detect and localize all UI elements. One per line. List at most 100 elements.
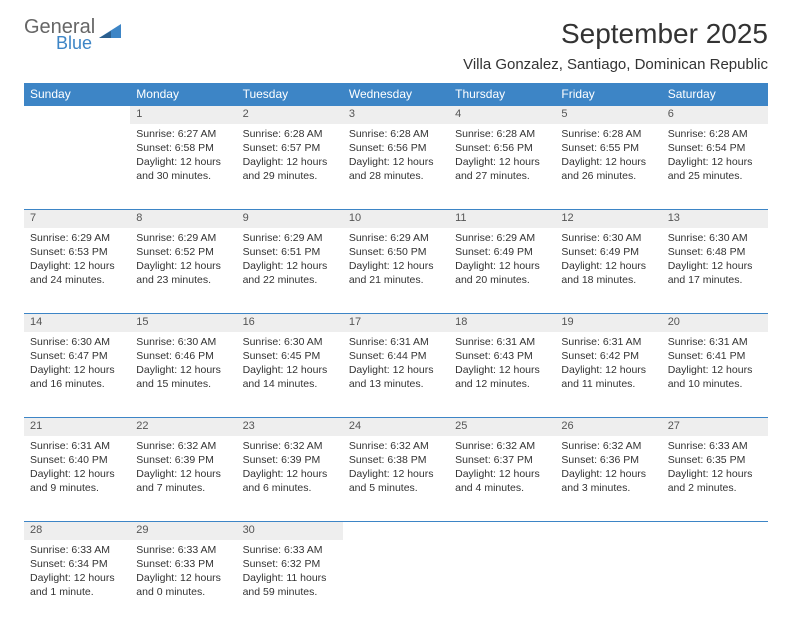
daylight-text: Daylight: 12 hours and 3 minutes. [561, 467, 655, 495]
day-detail-row: Sunrise: 6:31 AMSunset: 6:40 PMDaylight:… [24, 436, 768, 522]
day-detail-cell: Sunrise: 6:31 AMSunset: 6:41 PMDaylight:… [662, 332, 768, 418]
day-detail-cell: Sunrise: 6:32 AMSunset: 6:39 PMDaylight:… [237, 436, 343, 522]
day-detail-cell [555, 540, 661, 626]
day-detail-cell: Sunrise: 6:27 AMSunset: 6:58 PMDaylight:… [130, 124, 236, 210]
sunset-text: Sunset: 6:32 PM [243, 557, 337, 571]
calendar-table: Sunday Monday Tuesday Wednesday Thursday… [24, 83, 768, 626]
daylight-text: Daylight: 12 hours and 12 minutes. [455, 363, 549, 391]
day-number: 25 [449, 418, 555, 434]
daylight-text: Daylight: 12 hours and 30 minutes. [136, 155, 230, 183]
day-number: 13 [662, 210, 768, 226]
day-number-cell: 5 [555, 106, 661, 124]
brand-logo: General Blue [24, 18, 123, 52]
sunrise-text: Sunrise: 6:28 AM [349, 127, 443, 141]
day-number: 23 [237, 418, 343, 434]
day-number-cell: 23 [237, 418, 343, 436]
daylight-text: Daylight: 12 hours and 7 minutes. [136, 467, 230, 495]
sunrise-text: Sunrise: 6:28 AM [668, 127, 762, 141]
sunset-text: Sunset: 6:44 PM [349, 349, 443, 363]
day-detail-cell: Sunrise: 6:31 AMSunset: 6:40 PMDaylight:… [24, 436, 130, 522]
sunrise-text: Sunrise: 6:32 AM [243, 439, 337, 453]
sunrise-text: Sunrise: 6:33 AM [243, 543, 337, 557]
day-detail-cell: Sunrise: 6:30 AMSunset: 6:45 PMDaylight:… [237, 332, 343, 418]
sunset-text: Sunset: 6:54 PM [668, 141, 762, 155]
brand-line2: Blue [56, 35, 95, 52]
sunrise-text: Sunrise: 6:32 AM [455, 439, 549, 453]
sunrise-text: Sunrise: 6:32 AM [349, 439, 443, 453]
day-number-cell [662, 522, 768, 540]
daylight-text: Daylight: 12 hours and 15 minutes. [136, 363, 230, 391]
daylight-text: Daylight: 12 hours and 16 minutes. [30, 363, 124, 391]
day-detail-cell: Sunrise: 6:30 AMSunset: 6:49 PMDaylight:… [555, 228, 661, 314]
day-detail-cell: Sunrise: 6:31 AMSunset: 6:43 PMDaylight:… [449, 332, 555, 418]
daylight-text: Daylight: 12 hours and 0 minutes. [136, 571, 230, 599]
day-number: 4 [449, 106, 555, 122]
day-detail-row: Sunrise: 6:33 AMSunset: 6:34 PMDaylight:… [24, 540, 768, 626]
weekday-header: Wednesday [343, 83, 449, 106]
daylight-text: Daylight: 12 hours and 21 minutes. [349, 259, 443, 287]
sunset-text: Sunset: 6:49 PM [561, 245, 655, 259]
day-number: 26 [555, 418, 661, 434]
day-number-cell: 6 [662, 106, 768, 124]
day-number: 22 [130, 418, 236, 434]
day-number-cell: 29 [130, 522, 236, 540]
day-number-row: 14151617181920 [24, 314, 768, 332]
day-detail-row: Sunrise: 6:30 AMSunset: 6:47 PMDaylight:… [24, 332, 768, 418]
day-number: 7 [24, 210, 130, 226]
sunrise-text: Sunrise: 6:30 AM [243, 335, 337, 349]
sunset-text: Sunset: 6:56 PM [349, 141, 443, 155]
day-number-cell: 30 [237, 522, 343, 540]
daylight-text: Daylight: 12 hours and 24 minutes. [30, 259, 124, 287]
day-number: 12 [555, 210, 661, 226]
day-detail-cell: Sunrise: 6:31 AMSunset: 6:44 PMDaylight:… [343, 332, 449, 418]
sunrise-text: Sunrise: 6:31 AM [455, 335, 549, 349]
sunset-text: Sunset: 6:53 PM [30, 245, 124, 259]
day-detail-row: Sunrise: 6:29 AMSunset: 6:53 PMDaylight:… [24, 228, 768, 314]
calendar-body: 123456Sunrise: 6:27 AMSunset: 6:58 PMDay… [24, 106, 768, 626]
day-number: 28 [24, 522, 130, 538]
day-number-cell [555, 522, 661, 540]
weekday-header: Thursday [449, 83, 555, 106]
sunrise-text: Sunrise: 6:30 AM [668, 231, 762, 245]
sunset-text: Sunset: 6:41 PM [668, 349, 762, 363]
day-number: 11 [449, 210, 555, 226]
day-detail-cell: Sunrise: 6:28 AMSunset: 6:56 PMDaylight:… [343, 124, 449, 210]
day-detail-row: Sunrise: 6:27 AMSunset: 6:58 PMDaylight:… [24, 124, 768, 210]
sunset-text: Sunset: 6:39 PM [243, 453, 337, 467]
daylight-text: Daylight: 12 hours and 14 minutes. [243, 363, 337, 391]
sunset-text: Sunset: 6:33 PM [136, 557, 230, 571]
day-detail-cell: Sunrise: 6:29 AMSunset: 6:50 PMDaylight:… [343, 228, 449, 314]
day-number-cell: 27 [662, 418, 768, 436]
day-detail-cell: Sunrise: 6:28 AMSunset: 6:55 PMDaylight:… [555, 124, 661, 210]
day-number: 16 [237, 314, 343, 330]
sunset-text: Sunset: 6:39 PM [136, 453, 230, 467]
day-number-cell: 7 [24, 210, 130, 228]
sunset-text: Sunset: 6:52 PM [136, 245, 230, 259]
sunset-text: Sunset: 6:57 PM [243, 141, 337, 155]
daylight-text: Daylight: 12 hours and 9 minutes. [30, 467, 124, 495]
daylight-text: Daylight: 12 hours and 20 minutes. [455, 259, 549, 287]
day-number: 15 [130, 314, 236, 330]
day-number: 21 [24, 418, 130, 434]
day-detail-cell: Sunrise: 6:33 AMSunset: 6:32 PMDaylight:… [237, 540, 343, 626]
sunset-text: Sunset: 6:36 PM [561, 453, 655, 467]
day-detail-cell: Sunrise: 6:33 AMSunset: 6:33 PMDaylight:… [130, 540, 236, 626]
day-detail-cell: Sunrise: 6:32 AMSunset: 6:39 PMDaylight:… [130, 436, 236, 522]
day-detail-cell: Sunrise: 6:28 AMSunset: 6:54 PMDaylight:… [662, 124, 768, 210]
day-number-cell: 19 [555, 314, 661, 332]
day-number: 30 [237, 522, 343, 538]
daylight-text: Daylight: 12 hours and 4 minutes. [455, 467, 549, 495]
day-detail-cell [24, 124, 130, 210]
daylight-text: Daylight: 12 hours and 10 minutes. [668, 363, 762, 391]
sunrise-text: Sunrise: 6:33 AM [30, 543, 124, 557]
sunrise-text: Sunrise: 6:27 AM [136, 127, 230, 141]
day-detail-cell [343, 540, 449, 626]
day-number-row: 78910111213 [24, 210, 768, 228]
sunset-text: Sunset: 6:56 PM [455, 141, 549, 155]
day-number-cell: 28 [24, 522, 130, 540]
page-title: September 2025 [561, 18, 768, 50]
weekday-header: Sunday [24, 83, 130, 106]
sunrise-text: Sunrise: 6:33 AM [668, 439, 762, 453]
sunrise-text: Sunrise: 6:30 AM [561, 231, 655, 245]
sunset-text: Sunset: 6:51 PM [243, 245, 337, 259]
